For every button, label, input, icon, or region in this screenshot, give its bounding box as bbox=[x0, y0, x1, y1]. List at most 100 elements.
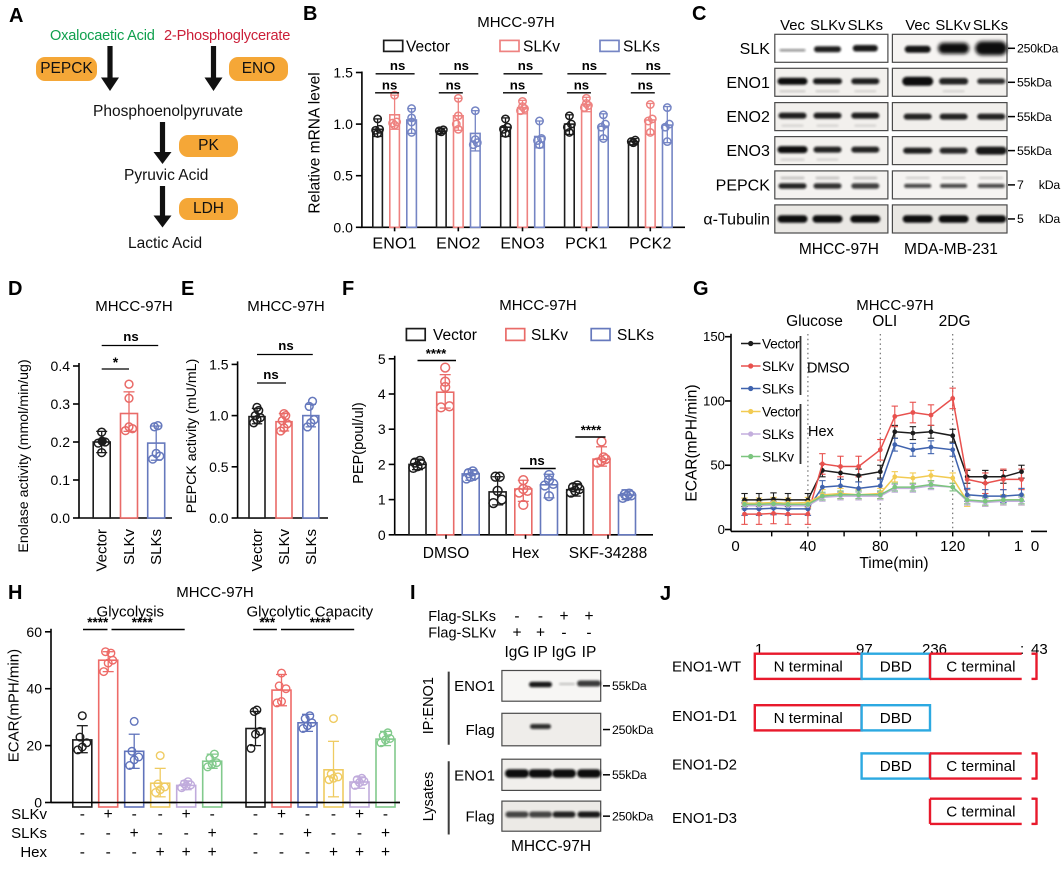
svg-text:+: + bbox=[156, 844, 165, 861]
svg-text:0.5: 0.5 bbox=[209, 459, 229, 475]
svg-text:7 kDa: 7 kDa bbox=[1017, 178, 1060, 192]
svg-text:-: - bbox=[331, 825, 336, 842]
svg-text:+: + bbox=[303, 825, 312, 842]
svg-text:ECAR(mPH/min): ECAR(mPH/min) bbox=[5, 649, 22, 762]
svg-text:SLKs: SLKs bbox=[623, 38, 660, 55]
svg-text:0.0: 0.0 bbox=[209, 510, 229, 526]
svg-text:Flag-SLKs: Flag-SLKs bbox=[428, 609, 496, 625]
svg-text:0: 0 bbox=[34, 795, 42, 811]
svg-text:SLKs: SLKs bbox=[303, 529, 320, 565]
svg-text:55kDa: 55kDa bbox=[612, 768, 647, 782]
svg-text:-: - bbox=[106, 844, 111, 861]
svg-text:+: + bbox=[277, 806, 286, 823]
svg-text:1.5: 1.5 bbox=[333, 65, 353, 81]
svg-text:PEP(poul/ul): PEP(poul/ul) bbox=[351, 402, 367, 483]
svg-text:OLI: OLI bbox=[872, 313, 897, 330]
svg-text:-: - bbox=[538, 608, 543, 625]
svg-text:-: - bbox=[80, 806, 85, 823]
svg-text:0.5: 0.5 bbox=[333, 168, 353, 184]
svg-text:SLKv: SLKv bbox=[523, 38, 560, 55]
svg-text:+: + bbox=[536, 625, 545, 642]
svg-text:****: **** bbox=[87, 615, 109, 630]
svg-text:120: 120 bbox=[940, 538, 965, 555]
svg-text:50: 50 bbox=[710, 458, 725, 473]
svg-text:ENO2: ENO2 bbox=[436, 235, 480, 252]
svg-text:MDA-MB-231: MDA-MB-231 bbox=[904, 241, 998, 258]
svg-text:Vector: Vector bbox=[94, 529, 111, 572]
svg-text:SLKv: SLKv bbox=[531, 327, 568, 344]
svg-text:SLKv: SLKv bbox=[11, 806, 47, 823]
svg-text:ns: ns bbox=[278, 338, 293, 353]
svg-text:SLKv: SLKv bbox=[935, 18, 971, 34]
svg-text:****: **** bbox=[426, 346, 447, 361]
svg-text:DBD: DBD bbox=[880, 758, 912, 775]
svg-text:ns: ns bbox=[123, 329, 138, 344]
svg-text:ns: ns bbox=[638, 77, 653, 92]
svg-text::: : bbox=[1020, 641, 1024, 658]
svg-text:+: + bbox=[381, 825, 390, 842]
svg-text:+: + bbox=[355, 844, 364, 861]
svg-text:IP:ENO1: IP:ENO1 bbox=[421, 677, 437, 734]
svg-text:250kDa: 250kDa bbox=[612, 809, 654, 823]
svg-text:-: - bbox=[253, 825, 258, 842]
svg-text:Vector: Vector bbox=[249, 529, 266, 572]
svg-text:1.0: 1.0 bbox=[209, 408, 229, 424]
svg-text:20: 20 bbox=[26, 738, 42, 754]
svg-text:ENO1-D3: ENO1-D3 bbox=[672, 810, 737, 827]
svg-text:MHCC-97H: MHCC-97H bbox=[247, 298, 325, 315]
svg-text:+: + bbox=[512, 625, 521, 642]
svg-text:IgG: IgG bbox=[552, 644, 577, 661]
svg-text:C terminal: C terminal bbox=[946, 658, 1015, 675]
svg-text:ENO1-D2: ENO1-D2 bbox=[672, 756, 737, 773]
svg-text:0: 0 bbox=[731, 538, 739, 555]
svg-text:-: - bbox=[132, 844, 137, 861]
svg-text:α-Tubulin: α-Tubulin bbox=[703, 211, 769, 228]
svg-text:SLKv: SLKv bbox=[121, 529, 138, 565]
svg-text:0: 0 bbox=[1031, 538, 1039, 555]
svg-text:ENO2: ENO2 bbox=[726, 109, 770, 126]
svg-text:MHCC-97H: MHCC-97H bbox=[511, 838, 591, 855]
svg-text:55kDa: 55kDa bbox=[1017, 144, 1052, 158]
svg-text:-: - bbox=[158, 806, 163, 823]
svg-text:-: - bbox=[279, 825, 284, 842]
svg-text:55kDa: 55kDa bbox=[1017, 110, 1052, 124]
svg-text:+: + bbox=[182, 844, 191, 861]
svg-text:Glucose: Glucose bbox=[786, 313, 843, 330]
svg-text:Vector: Vector bbox=[762, 337, 800, 352]
svg-text:+: + bbox=[329, 844, 338, 861]
svg-text:+: + bbox=[130, 825, 139, 842]
svg-text:Hex: Hex bbox=[20, 844, 47, 861]
svg-text:1: 1 bbox=[378, 492, 386, 508]
svg-text:-: - bbox=[305, 806, 310, 823]
svg-text:250kDa: 250kDa bbox=[612, 723, 654, 737]
svg-text:+: + bbox=[208, 825, 217, 842]
svg-text:SLKs: SLKs bbox=[848, 18, 883, 34]
svg-text:****: **** bbox=[132, 615, 154, 630]
svg-text:PCK1: PCK1 bbox=[565, 235, 608, 252]
svg-text:Glycolysis: Glycolysis bbox=[97, 604, 165, 621]
svg-text:Relative mRNA level: Relative mRNA level bbox=[307, 72, 324, 213]
svg-text:4: 4 bbox=[378, 386, 386, 402]
svg-text:Lysates: Lysates bbox=[421, 772, 437, 821]
svg-text:5: 5 bbox=[378, 351, 386, 367]
svg-text:-: - bbox=[80, 825, 85, 842]
svg-text:40: 40 bbox=[800, 538, 817, 555]
svg-text:SKF-34288: SKF-34288 bbox=[569, 545, 647, 562]
svg-text:ns: ns bbox=[510, 77, 525, 92]
svg-text:Flag: Flag bbox=[466, 809, 495, 826]
svg-text:+: + bbox=[355, 806, 364, 823]
svg-text:SLKs: SLKs bbox=[762, 427, 794, 442]
svg-text:C terminal: C terminal bbox=[946, 758, 1015, 775]
svg-text:ENO1: ENO1 bbox=[372, 235, 416, 252]
svg-text:3: 3 bbox=[378, 421, 386, 437]
svg-text:MHCC-97H: MHCC-97H bbox=[95, 298, 173, 315]
svg-text:ENO1: ENO1 bbox=[454, 768, 495, 785]
svg-text:55kDa: 55kDa bbox=[1017, 76, 1052, 90]
svg-text:40: 40 bbox=[26, 681, 42, 697]
svg-text:1.5: 1.5 bbox=[209, 356, 229, 372]
svg-text:SLKs: SLKs bbox=[148, 529, 165, 565]
svg-text:SLKs: SLKs bbox=[973, 18, 1008, 34]
svg-text:1: 1 bbox=[1014, 538, 1022, 555]
svg-text:-: - bbox=[586, 625, 591, 642]
svg-text:ENO1: ENO1 bbox=[726, 75, 770, 92]
